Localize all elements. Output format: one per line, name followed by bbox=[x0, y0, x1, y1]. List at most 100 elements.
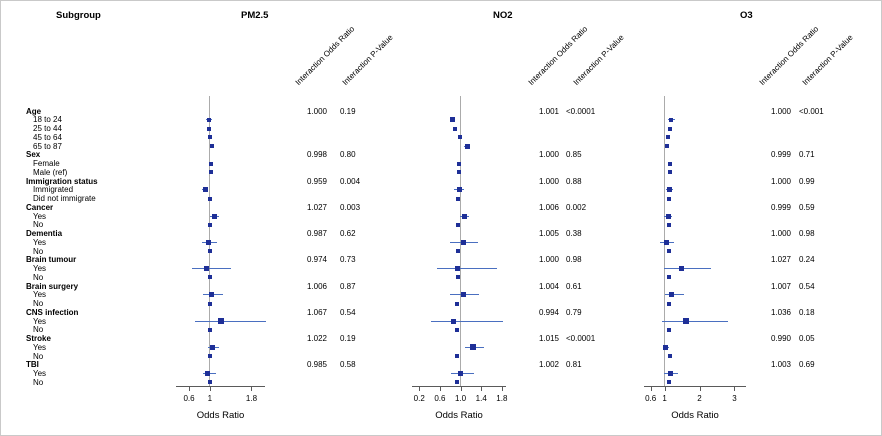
o3-or-marker bbox=[668, 126, 673, 131]
pm25-or-marker bbox=[207, 117, 212, 122]
pm25-or-marker bbox=[208, 292, 214, 298]
no2-or-marker bbox=[455, 222, 460, 227]
pm25-interaction-p-value: 0.58 bbox=[340, 360, 356, 370]
no2-interaction-or-value: 1.006 bbox=[538, 202, 559, 212]
o3-interaction-p-value: <0.001 bbox=[799, 106, 824, 116]
no2-axis-title: Odds Ratio bbox=[435, 410, 483, 421]
no2-or-marker bbox=[460, 239, 466, 245]
o3-or-marker bbox=[667, 371, 673, 376]
no2-interaction-p-header: Interaction P-Value bbox=[571, 32, 626, 87]
pm25-interaction-p-value: 0.80 bbox=[340, 150, 356, 160]
no2-interaction-p-value: 0.88 bbox=[566, 176, 582, 186]
pm25-interaction-or-value: 0.985 bbox=[306, 360, 327, 370]
no2-axis-tick-label: 1.0 bbox=[454, 394, 467, 403]
no2-or-marker bbox=[455, 275, 460, 280]
o3-interaction-or-value: 0.990 bbox=[770, 334, 791, 343]
level-label: Did not immigrate bbox=[33, 194, 96, 203]
no2-or-marker bbox=[452, 126, 457, 131]
no2-interaction-or-value: 1.015 bbox=[538, 334, 559, 343]
pm25-interaction-or-value: 1.006 bbox=[306, 281, 327, 291]
o3-interaction-p-value: 0.18 bbox=[799, 307, 815, 317]
no2-ci-line bbox=[431, 320, 504, 322]
pm25-or-marker bbox=[217, 318, 224, 324]
no2-axis-tick bbox=[439, 387, 441, 391]
pm25-interaction-p-header: Interaction P-Value bbox=[340, 32, 395, 87]
no2-or-marker bbox=[457, 161, 461, 166]
o3-interaction-or-value: 1.036 bbox=[770, 307, 791, 317]
no2-interaction-p-value: 0.61 bbox=[566, 281, 582, 291]
pm25-interaction-p-value: 0.003 bbox=[340, 202, 361, 212]
no2-axis-tick bbox=[481, 387, 483, 391]
pm25-ci-line bbox=[191, 268, 231, 269]
no2-axis-tick-label: 1.8 bbox=[496, 394, 508, 403]
group-label: Brain surgery bbox=[26, 281, 79, 291]
no2-interaction-or-value: 1.001 bbox=[538, 106, 559, 116]
pm25-axis-tick bbox=[209, 387, 211, 391]
pm25-or-marker bbox=[208, 135, 213, 140]
o3-interaction-p-value: 0.59 bbox=[799, 202, 815, 212]
no2-or-marker bbox=[451, 318, 457, 324]
no2-interaction-or-value: 1.000 bbox=[538, 255, 559, 265]
pm25-or-marker bbox=[209, 144, 214, 148]
level-label: 45 to 64 bbox=[33, 132, 62, 142]
pm25-axis-tick bbox=[251, 387, 253, 391]
pm25-or-marker bbox=[205, 371, 211, 376]
level-label: Yes bbox=[33, 369, 47, 378]
panel-title-pm25: PM2.5 bbox=[241, 10, 269, 21]
pm25-ci-line bbox=[194, 320, 267, 322]
o3-or-marker bbox=[683, 318, 690, 324]
pm25-interaction-p-value: 0.62 bbox=[340, 229, 356, 238]
o3-or-marker bbox=[678, 266, 684, 271]
no2-interaction-p-value: <0.0001 bbox=[566, 334, 596, 343]
no2-interaction-p-value: 0.85 bbox=[566, 150, 582, 160]
pm25-or-marker bbox=[207, 126, 212, 131]
o3-interaction-p-value: 0.71 bbox=[799, 150, 815, 160]
o3-interaction-p-value: 0.24 bbox=[799, 255, 815, 265]
o3-or-marker bbox=[666, 135, 671, 140]
pm25-or-marker bbox=[204, 266, 210, 271]
level-label: Female bbox=[33, 159, 60, 168]
no2-interaction-or-value: 1.000 bbox=[538, 176, 559, 186]
no2-reference-line bbox=[460, 96, 462, 386]
level-label: Yes bbox=[33, 342, 47, 352]
no2-or-marker bbox=[464, 143, 470, 149]
group-label: Stroke bbox=[26, 334, 51, 343]
no2-interaction-p-value: 0.98 bbox=[566, 255, 582, 265]
o3-or-marker bbox=[667, 222, 672, 227]
level-label: No bbox=[33, 377, 44, 387]
level-label: Yes bbox=[33, 237, 47, 247]
no2-interaction-p-value: 0.79 bbox=[566, 307, 582, 317]
o3-or-marker bbox=[668, 292, 674, 298]
o3-or-marker bbox=[667, 275, 672, 280]
pm25-or-marker bbox=[207, 222, 212, 227]
pm25-or-marker bbox=[208, 275, 213, 280]
o3-interaction-or-value: 1.000 bbox=[770, 106, 791, 116]
pm25-or-marker bbox=[208, 354, 213, 358]
o3-axis-tick-label: 1 bbox=[662, 394, 667, 403]
o3-or-marker bbox=[667, 327, 672, 332]
level-label: Yes bbox=[33, 211, 47, 221]
o3-interaction-p-value: 0.05 bbox=[799, 334, 815, 343]
o3-interaction-or-value: 1.027 bbox=[770, 255, 791, 265]
pm25-interaction-p-value: 0.004 bbox=[340, 176, 361, 186]
no2-or-marker bbox=[457, 170, 461, 175]
no2-or-marker bbox=[454, 380, 459, 385]
o3-x-axis bbox=[644, 386, 746, 387]
o3-interaction-p-value: 0.54 bbox=[799, 281, 815, 291]
no2-interaction-p-value: 0.81 bbox=[566, 360, 582, 370]
o3-axis-tick bbox=[650, 387, 652, 391]
group-label: CNS infection bbox=[26, 307, 79, 317]
group-label: Cancer bbox=[26, 202, 54, 212]
no2-axis-tick-label: 0.2 bbox=[413, 394, 425, 403]
o3-or-marker bbox=[666, 187, 672, 193]
pm25-or-marker bbox=[208, 380, 213, 385]
group-label: Sex bbox=[26, 150, 41, 160]
group-label: Brain tumour bbox=[26, 255, 77, 265]
o3-or-marker bbox=[668, 170, 673, 175]
o3-or-marker bbox=[663, 239, 669, 245]
o3-interaction-p-value: 0.69 bbox=[799, 360, 815, 370]
level-label: Yes bbox=[33, 316, 47, 326]
o3-interaction-p-value: 0.99 bbox=[799, 176, 815, 186]
level-label: Male (ref) bbox=[33, 167, 68, 177]
level-label: No bbox=[33, 246, 44, 256]
